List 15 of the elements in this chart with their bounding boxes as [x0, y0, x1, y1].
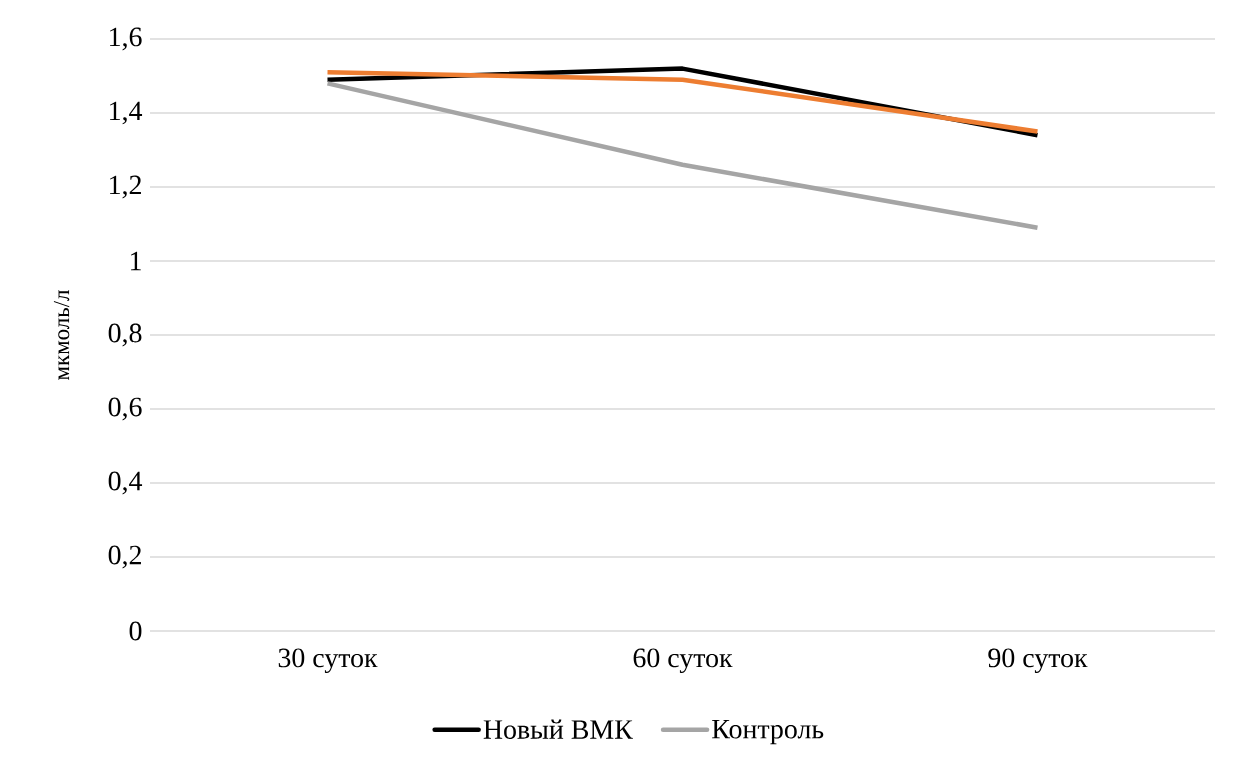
legend-label: Новый ВМК: [483, 719, 633, 739]
y-tick-label: 1,4: [110, 101, 143, 125]
y-axis-title: мкмоль/л: [53, 290, 70, 380]
y-tick-label: 1,2: [110, 175, 141, 199]
y-tick-label: 1,6: [110, 27, 142, 51]
x-tick-label: 60 суток: [633, 648, 733, 674]
x-tick-label: 30 суток: [278, 648, 378, 674]
x-tick-label: 90 суток: [988, 648, 1088, 674]
legend-label: Контроль: [712, 719, 824, 745]
y-tick-label: 0: [129, 621, 142, 641]
y-tick-label: 0,4: [108, 471, 143, 495]
y-tick-label: 0,6: [108, 397, 142, 421]
y-tick-label: 0,2: [108, 545, 141, 569]
y-tick-label: 1: [130, 251, 141, 271]
y-tick-label: 0,8: [108, 323, 142, 347]
